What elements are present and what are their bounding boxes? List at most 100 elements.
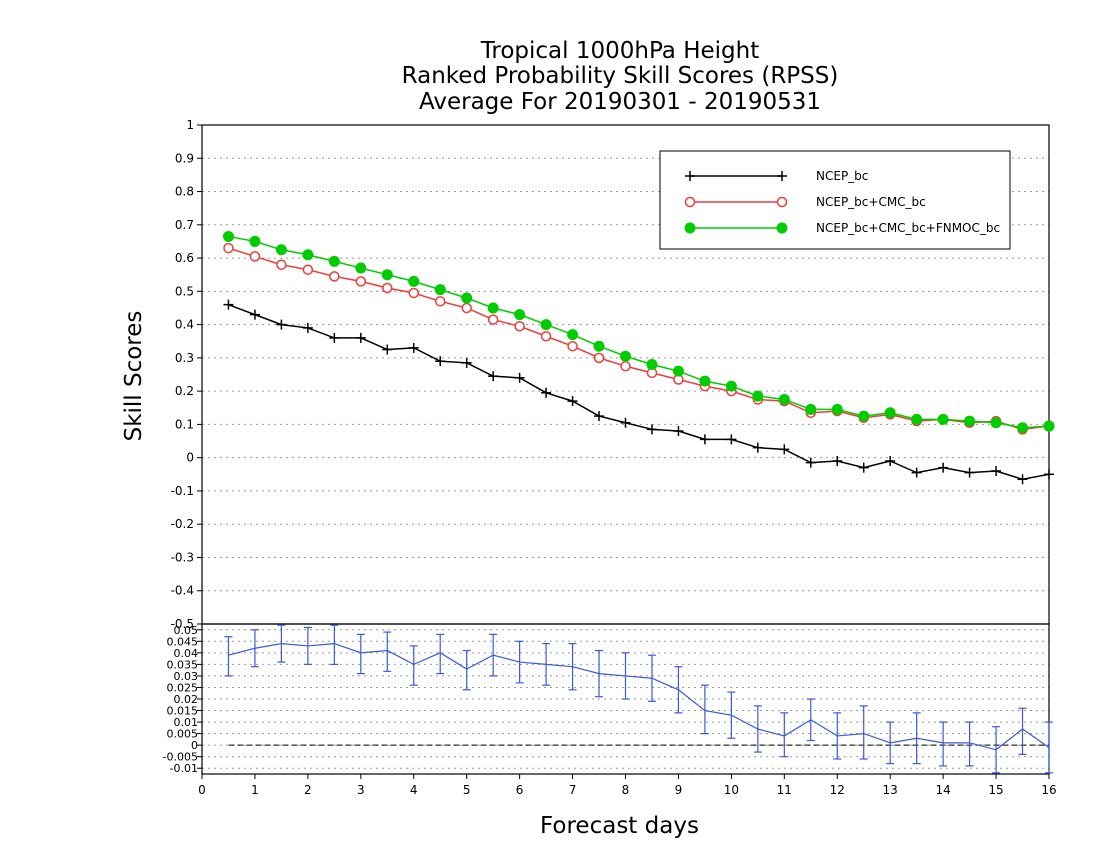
data-point — [355, 262, 367, 274]
data-point — [620, 360, 631, 372]
legend-marker — [684, 222, 696, 234]
data-point — [646, 359, 658, 371]
error-bar — [1018, 707, 1027, 755]
data-point — [911, 413, 923, 425]
data-point — [964, 415, 976, 427]
x-tick-label: 9 — [675, 783, 683, 797]
data-point — [487, 314, 499, 325]
data-point — [964, 467, 975, 478]
data-point — [355, 276, 367, 287]
upper-y-axis: -0.5 -0.4 -0.3 -0.2 -0.1 0 0.1 0.2 0.3 0.4 0.5 0.6 0… — [171, 118, 202, 631]
y-tick-label: 0.1 — [175, 417, 194, 431]
data-point — [382, 282, 393, 294]
error-bar — [700, 684, 709, 735]
error-bar — [568, 643, 577, 691]
y-tick-label: -0.1 — [171, 484, 194, 498]
data-point — [620, 350, 631, 362]
legend-label: NCEP_bc+CMC_bc — [816, 195, 926, 209]
data-point — [302, 264, 314, 275]
x-tick-label: 10 — [724, 783, 739, 797]
data-point — [699, 434, 710, 445]
data-point — [646, 424, 657, 435]
data-point — [540, 319, 552, 331]
y-tick-label: 0.5 — [175, 284, 194, 298]
error-bar — [1045, 721, 1053, 774]
y-tick-label: 0.05 — [174, 624, 199, 637]
error-bar — [542, 643, 551, 686]
data-point — [778, 393, 790, 405]
data-point — [381, 269, 393, 281]
title-line-3: Average For 20190301 - 20190531 — [419, 89, 821, 115]
data-point — [726, 434, 737, 445]
y-tick-label: 0.035 — [167, 658, 199, 671]
legend: NCEP_bc NCEP_bc+CMC_bc NCEP_bc+CMC_bc+FNMO… — [659, 150, 1011, 250]
data-point — [408, 342, 419, 353]
legend-marker — [684, 196, 696, 208]
error-bar — [647, 654, 656, 702]
data-point — [593, 352, 605, 364]
y-tick-label: 1 — [186, 118, 194, 132]
error-bar — [277, 624, 286, 663]
series-0 — [223, 299, 1054, 485]
x-tick-label: 15 — [988, 783, 1003, 797]
data-point — [620, 417, 631, 428]
data-point — [937, 413, 949, 425]
x-tick-label: 7 — [569, 783, 577, 797]
y-tick-label: -0.2 — [171, 517, 194, 531]
error-bar — [383, 631, 392, 672]
data-point — [514, 372, 525, 383]
data-point — [276, 319, 287, 330]
data-point — [222, 230, 234, 242]
error-bar — [965, 721, 974, 767]
x-tick-label: 12 — [830, 783, 845, 797]
y-tick-label: 0.7 — [175, 218, 194, 232]
data-point — [593, 340, 605, 352]
x-tick-label: 2 — [304, 783, 312, 797]
data-point — [329, 271, 340, 282]
data-point — [461, 302, 472, 314]
x-tick-label: 13 — [883, 783, 898, 797]
series-line — [228, 247, 1050, 431]
legend-marker — [776, 196, 788, 208]
data-point — [885, 455, 896, 466]
error-bar — [436, 633, 445, 675]
data-point — [832, 455, 843, 466]
legend-marker — [685, 171, 695, 181]
error-bar — [780, 712, 789, 758]
data-point — [805, 457, 816, 468]
y-tick-label: 0.045 — [167, 635, 199, 648]
legend-item-2: NCEP_bc+CMC_bc+FNMOC_bc — [684, 221, 1000, 235]
y-tick-label: 0.01 — [174, 716, 199, 729]
error-bar — [806, 698, 815, 742]
x-axis-title: Forecast days — [540, 813, 699, 839]
error-bar — [727, 691, 736, 739]
error-bar — [250, 629, 259, 668]
error-bar — [330, 624, 339, 665]
legend-marker — [776, 222, 788, 234]
data-point — [382, 344, 393, 355]
legend-item-1: NCEP_bc+CMC_bc — [684, 195, 926, 209]
data-point — [514, 321, 525, 332]
data-point — [673, 426, 684, 437]
data-point — [567, 396, 578, 407]
difference-series — [224, 624, 1053, 774]
y-tick-label: 0.4 — [175, 318, 194, 332]
error-bar — [462, 649, 471, 691]
data-point — [435, 356, 446, 367]
x-tick-label: 6 — [516, 783, 524, 797]
y-tick-label: 0.03 — [174, 670, 199, 683]
y-tick-label: -0.01 — [170, 762, 198, 775]
y-tick-label: -0.3 — [171, 550, 194, 564]
y-tick-label: 0.04 — [174, 647, 199, 660]
data-point — [514, 309, 526, 321]
series-layer — [222, 230, 1055, 485]
lower-y-axis: -0.01-0.00500.0050.010.0150.020.0250.030… — [163, 624, 202, 775]
data-point — [408, 287, 419, 299]
error-bar — [833, 712, 842, 760]
data-point — [355, 332, 366, 343]
y-tick-label: 0.005 — [167, 728, 199, 741]
error-bar — [912, 712, 921, 765]
error-bar — [595, 649, 604, 698]
data-point — [223, 299, 234, 310]
data-point — [752, 390, 764, 402]
